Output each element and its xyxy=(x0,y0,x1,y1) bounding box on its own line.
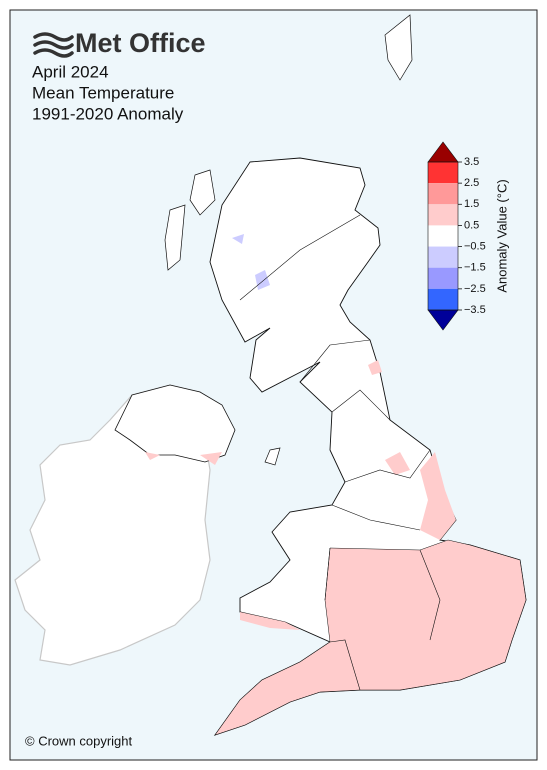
anomaly-area xyxy=(232,234,270,290)
colorbar-tick-label: −2.5 xyxy=(464,283,486,295)
region-boundaries xyxy=(239,214,441,691)
colorbar-bin xyxy=(428,288,458,310)
colorbar-tick-label: −1.5 xyxy=(464,262,486,274)
logo-icon xyxy=(33,32,74,58)
colorbar-tick-label: −0.5 xyxy=(464,240,486,252)
colorbar-bin xyxy=(428,204,458,226)
colorbar-bin xyxy=(428,246,458,268)
colorbar-tick-label: 3.5 xyxy=(464,156,479,168)
colorbar-bin xyxy=(428,267,458,289)
colorbar-outline xyxy=(427,161,459,311)
anomaly-area xyxy=(145,452,222,465)
colorbar-tick-label: 2.5 xyxy=(464,177,479,189)
colorbar-label: Anomaly Value (°C) xyxy=(494,179,509,292)
title-line: April 2024 xyxy=(32,62,109,81)
colorbar-bin xyxy=(428,162,458,184)
colorbar-bin xyxy=(428,225,458,247)
colorbar-tick-label: −3.5 xyxy=(464,304,486,316)
copyright: © Crown copyright xyxy=(25,733,133,748)
colorbar-bin xyxy=(428,183,458,205)
logo-text: Met Office xyxy=(75,28,206,58)
islands xyxy=(164,14,413,466)
colorbar: 3.5 2.5 1.5 0.5 −0.5 −1.5 −2.5 −3.5 Anomaly Valu… xyxy=(427,141,509,331)
colorbar-tick-label: 0.5 xyxy=(464,219,479,231)
colorbar-tick-label: 1.5 xyxy=(464,198,479,210)
title-line: Mean Temperature xyxy=(32,83,174,102)
title-line: 1991-2020 Anomaly xyxy=(32,104,184,123)
